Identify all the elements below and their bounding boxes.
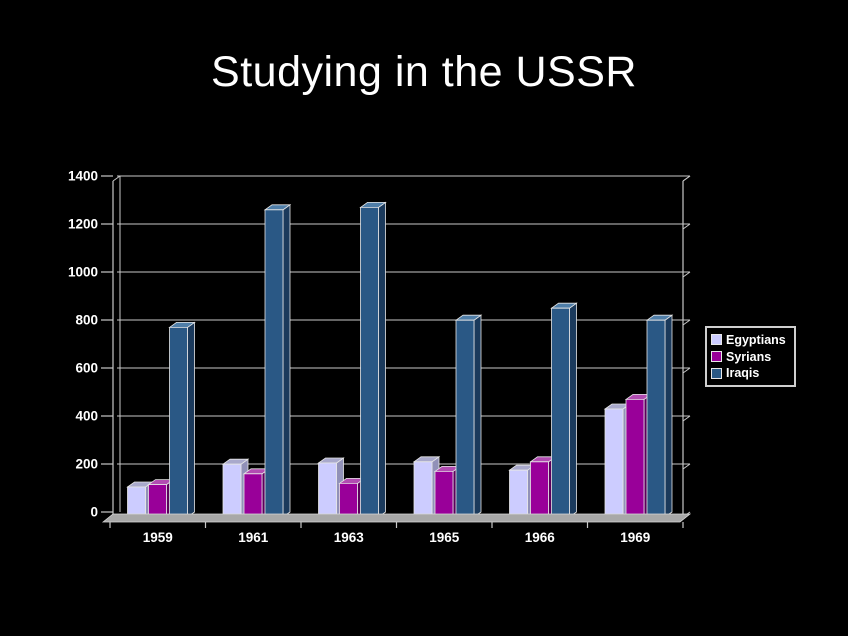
legend-label: Syrians (726, 349, 772, 364)
bar-side-face (378, 201, 386, 518)
y-axis-label: 1400 (68, 169, 98, 184)
bar-iraqis-1959 (168, 321, 196, 518)
y-axis-label: 800 (75, 313, 98, 328)
bar-front-face (360, 206, 379, 518)
y-axis-label: 0 (90, 505, 98, 520)
bar-side-face (187, 321, 195, 518)
bar-side-face (282, 204, 291, 518)
x-axis-label: 1961 (238, 530, 269, 545)
bar-front-face (434, 470, 454, 518)
legend-label: Iraqis (726, 366, 760, 381)
bar-front-face (169, 326, 188, 518)
x-axis-label: 1959 (143, 530, 173, 545)
gridline-side-stub (682, 415, 691, 422)
bar-iraqis-1966 (550, 302, 578, 518)
bar-front-face (455, 319, 475, 518)
bar-front-face (318, 462, 337, 518)
x-axis-label: 1965 (429, 530, 460, 545)
bar-front-face (530, 461, 549, 518)
bar-side-face (473, 314, 482, 518)
legend-swatch-icon (711, 351, 722, 362)
y-axis-label: 200 (75, 457, 98, 472)
bar-front-face (413, 461, 433, 518)
bar-front-face (625, 398, 645, 518)
bar-front-face (243, 473, 263, 518)
gridline-side-stub (682, 367, 691, 374)
bar-front-face (509, 469, 528, 518)
chart-legend: Egyptians Syrians Iraqis (705, 326, 796, 387)
right-wall-top-edge (682, 175, 691, 182)
chart-floor (101, 513, 692, 523)
bar-front-face (339, 482, 358, 518)
bar-front-face (148, 484, 167, 518)
gridline-side-stub (682, 319, 691, 326)
bar-front-face (604, 408, 624, 518)
legend-item-syrians: Syrians (711, 350, 790, 364)
y-axis-label: 400 (75, 409, 98, 424)
bar-front-face (127, 486, 146, 518)
bar-side-face (664, 314, 673, 518)
y-axis-label: 1200 (68, 217, 98, 232)
y-axis-label: 600 (75, 361, 98, 376)
legend-item-egyptians: Egyptians (711, 333, 790, 347)
bar-side-face (569, 302, 577, 518)
bar-front-face (222, 463, 242, 518)
bar-iraqis-1963 (359, 201, 387, 518)
y-axis-label: 1000 (68, 265, 98, 280)
gridline-side-stub (682, 463, 691, 470)
legend-swatch-icon (711, 334, 722, 346)
bar-iraqis-1969 (645, 314, 674, 518)
gridline-side-stub (682, 223, 691, 230)
bar-egyptians-1961 (221, 458, 250, 518)
x-axis-label: 1966 (525, 530, 556, 545)
legend-swatch-icon (711, 367, 722, 379)
bar-iraqis-1965 (454, 314, 483, 518)
bar-iraqis-1961 (263, 204, 292, 518)
chart-title: Studying in the USSR (211, 48, 637, 96)
gridline-side-stub (682, 271, 691, 278)
x-axis-label: 1963 (334, 530, 365, 545)
legend-label: Egyptians (726, 332, 786, 347)
wall-top-edge (112, 175, 121, 182)
x-axis-label: 1969 (620, 530, 650, 545)
bar-front-face (551, 307, 570, 518)
bar-front-face (646, 319, 666, 518)
legend-item-iraqis: Iraqis (711, 366, 790, 380)
bar-front-face (264, 209, 284, 518)
